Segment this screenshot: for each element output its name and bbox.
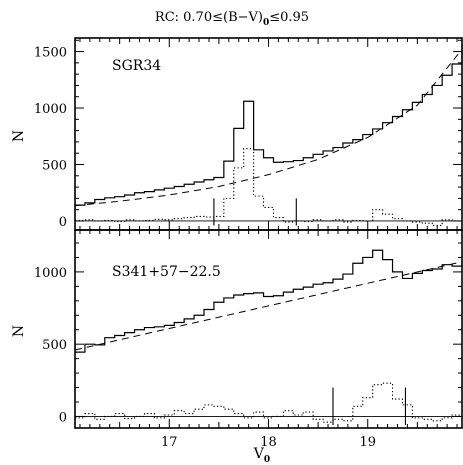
x-axis-title-main: V: [253, 446, 265, 462]
top-ytick-label: 0: [59, 215, 67, 230]
top-y-axis-label: N: [11, 130, 27, 142]
x-axis-title-subscript: 0: [264, 455, 270, 465]
top-histogram-solid: [75, 44, 463, 206]
top-ytick-label: 1000: [34, 102, 67, 117]
bottom-frame: [74, 229, 463, 429]
x-tick-label: 19: [359, 435, 376, 450]
bottom-histogram-dotted: [75, 382, 463, 423]
top-ytick-label: 1500: [34, 46, 67, 61]
x-tick-label: 17: [161, 435, 178, 450]
figure-title-subscript: 0: [263, 18, 269, 28]
bottom-panel-label: S341+57−22.5: [112, 264, 221, 280]
bottom-histogram-solid: [75, 249, 463, 353]
x-tick-label: 18: [260, 435, 277, 450]
bottom-y-axis-label: N: [11, 325, 27, 337]
top-panel-label: SGR34: [112, 58, 161, 74]
bottom-ytick-label: 1000: [34, 266, 67, 281]
figure-title: RC: 0.70≤(B−V)0≤0.95: [155, 10, 309, 28]
panel-bottom: 0 500 1000 N S341+57−22.5 17 18 19: [11, 229, 463, 450]
panel-top: 0 500 1000 1500 N SGR34: [11, 37, 463, 231]
bottom-ytick-label: 0: [59, 410, 67, 425]
bottom-ytick-label: 500: [42, 338, 67, 353]
top-ytick-label: 500: [42, 158, 67, 173]
top-dashed-fit: [74, 48, 463, 207]
figure-title-prefix: RC: 0.70≤(B−V): [155, 10, 263, 25]
x-axis-title: V0: [253, 446, 270, 465]
bottom-dashed-fit: [74, 261, 463, 351]
top-histogram-dotted: [75, 148, 463, 228]
figure-title-suffix: ≤0.95: [269, 10, 309, 25]
